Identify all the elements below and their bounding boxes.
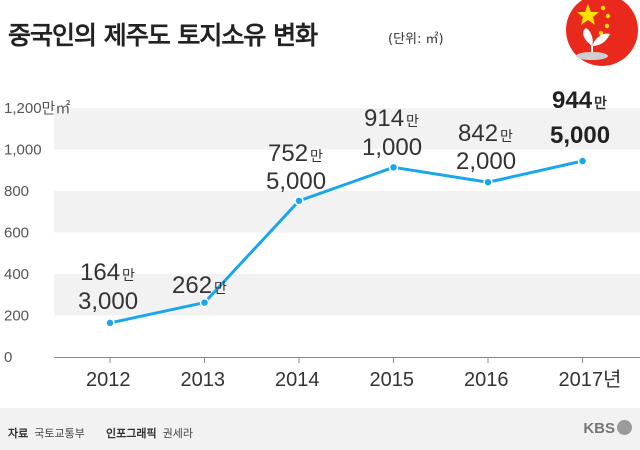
graphic-credit: 인포그래픽 권세라 (106, 425, 193, 441)
y-tick-label: 400 (4, 266, 29, 283)
y-tick-label: 0 (4, 349, 12, 366)
data-point (388, 162, 399, 173)
y-tick-label: 1,200만㎡ (4, 100, 70, 117)
data-label-unit: 만 (594, 96, 607, 112)
kbs-logo: KBS (583, 420, 632, 437)
sprout-leaf (583, 28, 593, 46)
flag-star-small (600, 5, 606, 11)
data-point (577, 156, 588, 166)
data-points (105, 156, 588, 328)
source-text: 국토교통부 (34, 427, 85, 440)
x-axis-ticks: 2012 2013 2014 2015 2016 2017년 (86, 357, 621, 391)
footer-bar: 자료 국토교통부 인포그래픽 권세라 KBS (0, 408, 640, 450)
y-axis-ticks: 0 200 400 600 800 1,000 1,200만㎡ (4, 100, 70, 366)
y-tick-label: 600 (4, 225, 29, 242)
x-tick-label: 2014 (275, 369, 320, 391)
series-line (109, 159, 583, 325)
data-point (105, 318, 115, 328)
flag-star-small (605, 13, 611, 19)
kbs-wordmark: KBS (583, 420, 615, 437)
data-label-unit: 만 (500, 129, 513, 145)
grid-band (54, 274, 640, 316)
x-tick-label: 2017년 (559, 368, 622, 391)
y-tick-label: 800 (4, 183, 29, 200)
data-label-value: 842 만 (458, 120, 513, 147)
grid-band (54, 191, 640, 233)
x-tick-label: 2015 (370, 369, 415, 391)
data-label-unit: 만 (214, 281, 227, 297)
unit-label: (단위: ㎡) (388, 32, 444, 47)
data-label-unit: 만 (406, 114, 419, 130)
flag-star-large (577, 4, 599, 25)
data-label-remainder: 1,000 (362, 134, 422, 161)
grid-band (54, 108, 640, 150)
x-tick-label: 2013 (181, 369, 226, 391)
data-point (483, 177, 493, 187)
data-point (294, 196, 304, 206)
graphic-label: 인포그래픽 (106, 427, 157, 440)
y-tick-label: 1,000 (4, 142, 42, 159)
chart-title: 중국인의 제주도 토지소유 변화 (8, 21, 318, 50)
china-flag-plant-icon (566, 0, 638, 66)
data-label-value: 164 만 (80, 259, 135, 286)
x-tick-label: 2016 (464, 369, 509, 391)
data-point (199, 297, 210, 308)
flag-star-small (598, 30, 604, 36)
source-label: 자료 (8, 427, 29, 440)
data-label-unit: 만 (310, 149, 323, 165)
data-label-unit: 만 (122, 268, 135, 284)
source-credit: 자료 국토교통부 (8, 425, 85, 441)
kbs-symbol-icon (617, 420, 632, 435)
data-label-remainder: 5,000 (266, 168, 326, 195)
graphic-author: 권세라 (162, 427, 193, 440)
sprout-leaf (592, 33, 610, 46)
data-label-remainder: 5,000 (550, 122, 610, 149)
y-tick-label: 200 (4, 308, 29, 325)
data-label-remainder: 2,000 (456, 148, 516, 175)
x-tick-label: 2012 (86, 369, 131, 391)
flag-star-small (604, 23, 610, 29)
grid-bands (54, 108, 640, 316)
data-label-remainder: 3,000 (78, 288, 138, 315)
soil-mound (576, 52, 608, 60)
data-label-value: 944 만 (552, 87, 607, 114)
